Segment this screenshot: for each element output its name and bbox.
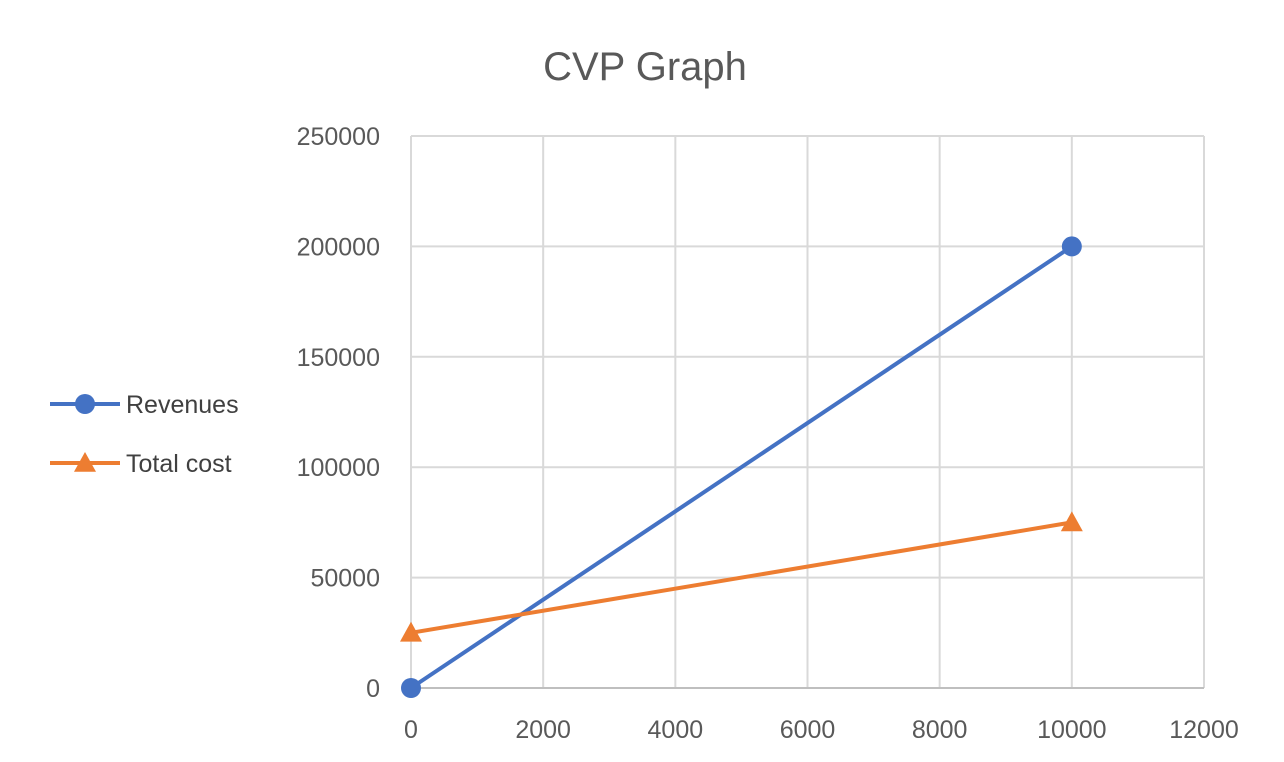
x-tick-label: 8000 [912, 716, 968, 744]
data-point-revenues [401, 678, 421, 698]
legend-item-revenues: Revenues [50, 391, 239, 419]
data-point-total-cost [400, 621, 422, 642]
series-total-cost [400, 511, 1083, 642]
x-tick-label: 4000 [648, 716, 704, 744]
legend-label: Total cost [126, 450, 232, 478]
axes [410, 136, 1204, 689]
legend-label: Revenues [126, 391, 239, 419]
legend-swatch-marker [74, 452, 96, 472]
legend: Revenues Total cost [50, 391, 239, 478]
series-line-total-cost [410, 520, 1073, 635]
data-point-total-cost [1060, 511, 1083, 532]
legend-swatch-marker [75, 394, 95, 414]
x-axis-ticks: 0 2000 4000 6000 8000 10000 12000 [404, 716, 1239, 744]
y-tick-label: 150000 [297, 344, 380, 372]
data-point-revenues [1061, 236, 1082, 257]
y-tick-label: 250000 [297, 123, 380, 151]
y-tick-label: 200000 [297, 233, 380, 261]
x-tick-label: 0 [404, 716, 418, 744]
y-tick-label: 0 [366, 675, 380, 703]
y-axis-ticks: 0 50000 100000 150000 200000 250000 [297, 123, 380, 703]
y-tick-label: 50000 [310, 565, 380, 593]
gridlines [411, 135, 1205, 688]
x-tick-label: 6000 [780, 716, 836, 744]
y-tick-label: 100000 [297, 454, 380, 482]
x-tick-label: 2000 [515, 716, 571, 744]
legend-item-total-cost: Total cost [50, 450, 232, 478]
x-tick-label: 12000 [1169, 716, 1239, 744]
chart-title: CVP Graph [543, 45, 747, 89]
series-layer [400, 236, 1083, 698]
x-tick-label: 10000 [1037, 716, 1107, 744]
